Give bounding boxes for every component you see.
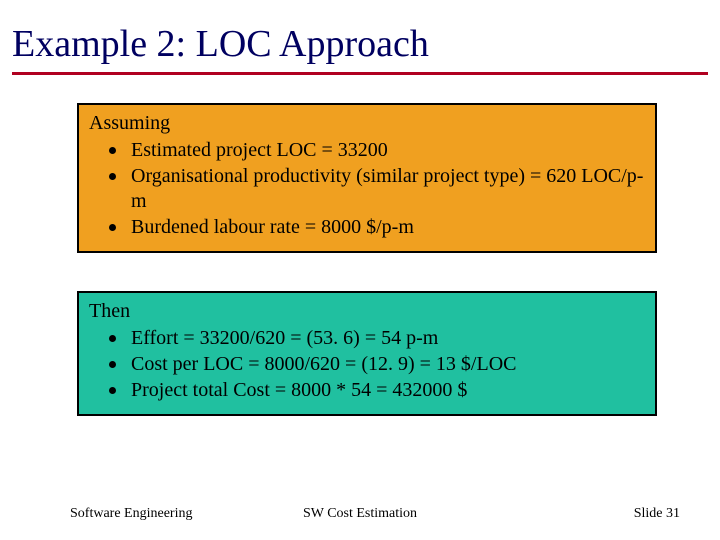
footer-center: SW Cost Estimation	[303, 506, 417, 522]
list-item: Organisational productivity (similar pro…	[107, 164, 645, 214]
footer-right: Slide 31	[634, 506, 680, 522]
list-item: Burdened labour rate = 8000 $/p-m	[107, 215, 645, 240]
list-item: Effort = 33200/620 = (53. 6) = 54 p-m	[107, 326, 645, 351]
list-item: Project total Cost = 8000 * 54 = 432000 …	[107, 378, 645, 403]
list-item: Cost per LOC = 8000/620 = (12. 9) = 13 $…	[107, 352, 645, 377]
assuming-box: Assuming Estimated project LOC = 33200 O…	[77, 103, 657, 253]
then-list: Effort = 33200/620 = (53. 6) = 54 p-m Co…	[89, 326, 645, 403]
assuming-list: Estimated project LOC = 33200 Organisati…	[89, 138, 645, 240]
footer-left: Software Engineering	[70, 506, 192, 522]
then-lead: Then	[89, 299, 645, 324]
list-item: Estimated project LOC = 33200	[107, 138, 645, 163]
assuming-lead: Assuming	[89, 111, 645, 136]
then-box: Then Effort = 33200/620 = (53. 6) = 54 p…	[77, 291, 657, 416]
slide-title: Example 2: LOC Approach	[12, 22, 708, 75]
slide-footer: Software Engineering SW Cost Estimation …	[0, 506, 720, 522]
slide: Example 2: LOC Approach Assuming Estimat…	[0, 0, 720, 540]
